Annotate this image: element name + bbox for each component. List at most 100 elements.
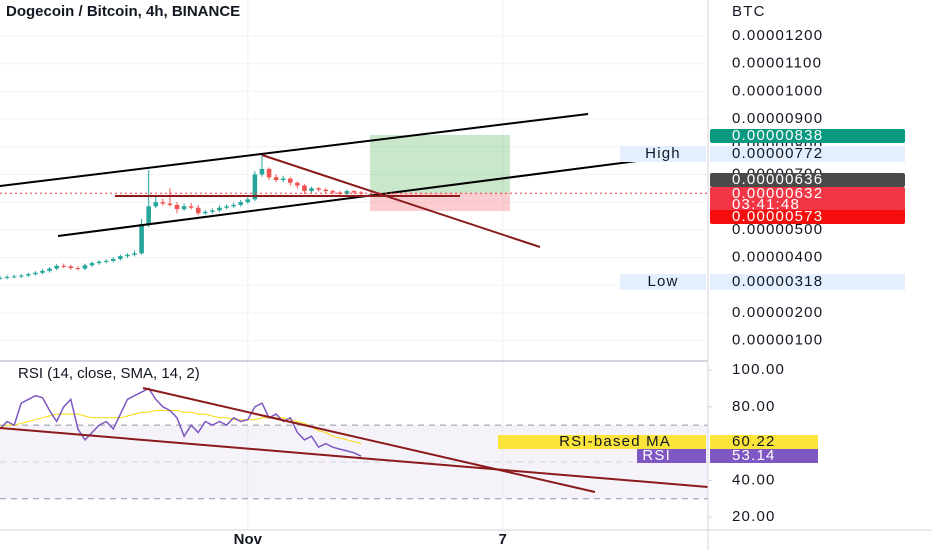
candle-body (54, 265, 59, 269)
y-tick-label: 0.00001200 (732, 27, 823, 44)
candle-body (96, 261, 102, 264)
candle-body (302, 185, 307, 192)
y-tick-label: 100.00 (732, 361, 785, 378)
series-name: RSI (642, 447, 671, 464)
candle-body (259, 168, 265, 175)
candle-body (18, 275, 24, 277)
chart-title: Dogecoin / Bitcoin, 4h, BINANCE (6, 3, 240, 20)
marker-text: High (645, 145, 681, 162)
candle-body (61, 265, 67, 267)
candle-body (280, 178, 286, 180)
candle-body (316, 188, 321, 190)
candle-body (174, 204, 180, 210)
y-tick-label: 0.00000500 (732, 221, 823, 238)
candle-body (89, 263, 95, 266)
countdown: 03:41:48 (732, 196, 800, 213)
candle-body (33, 272, 38, 275)
candle-body (238, 202, 244, 205)
x-tick-label: Nov (234, 531, 263, 548)
y-tick-label: 20.00 (732, 508, 776, 525)
y-tick-label: 40.00 (732, 471, 776, 488)
candle-body (47, 268, 52, 271)
y-tick-label: 0.00000400 (732, 249, 823, 266)
rsi-trend-line (0, 427, 709, 488)
series-name: RSI-based MA (559, 433, 671, 450)
candle-body (273, 177, 279, 180)
y-tick-label: 0.00001100 (732, 55, 822, 72)
candle-body (82, 265, 88, 269)
marker-price: 0.00000772 (732, 145, 823, 162)
candle-body (323, 189, 328, 192)
candle-body (344, 191, 350, 194)
candle-body (217, 207, 222, 211)
x-tick-label: 7 (499, 531, 507, 548)
price-tag (710, 187, 905, 217)
candle-body (146, 206, 151, 225)
stop-zone (370, 193, 510, 211)
marker-price-bg (710, 274, 905, 290)
trend-line (261, 154, 541, 248)
candle-body (231, 204, 236, 207)
price-tag (710, 173, 905, 187)
candle-body (0, 277, 3, 279)
candle-body (11, 276, 17, 278)
y-tick-label: 0.00000100 (732, 332, 823, 349)
high-marker-badge (620, 146, 706, 162)
rsi-title: RSI (14, close, SMA, 14, 2) (18, 365, 200, 382)
candle-body (330, 191, 336, 193)
series-name-tag (498, 435, 706, 449)
price-tag-label: 0.00000636 (732, 171, 823, 188)
series-name-tag (637, 449, 706, 463)
candle-body (351, 191, 357, 193)
candle-body (181, 206, 187, 210)
trend-line (0, 113, 589, 187)
candle-body (40, 270, 45, 273)
target-zone (370, 135, 510, 193)
price-tag-label: 0.00000632 (732, 185, 823, 202)
candle-body (167, 203, 173, 205)
candle-body (295, 182, 300, 186)
axis-unit: BTC (732, 3, 766, 20)
price-tag-label: 0.00000838 (732, 127, 823, 144)
candle-body (252, 174, 258, 200)
y-tick-label: 80.00 (732, 398, 776, 415)
candle-body (195, 207, 201, 214)
low-marker-badge (620, 274, 706, 290)
layer: Nov 7 0.00001200 0.00001100 0.00001000 0.0000… (0, 27, 905, 548)
series-value-tag (710, 435, 818, 449)
rsi-line (0, 387, 362, 457)
price-tag-label: 0.00000573 (732, 208, 823, 225)
series-value: 53.14 (732, 447, 776, 464)
candle-body (125, 254, 130, 257)
candle-body (224, 206, 229, 208)
candle-body (153, 202, 159, 207)
marker-text: Low (647, 273, 678, 290)
candle-body (309, 188, 314, 192)
candle-body (245, 199, 251, 203)
candle-body (75, 268, 81, 270)
marker-price-bg (710, 146, 905, 162)
candle-body (118, 256, 123, 259)
candle-body (68, 266, 74, 269)
y-tick-label: 0.00001000 (732, 82, 823, 99)
y-tick-label: 0.00000200 (732, 304, 823, 321)
candle-body (110, 258, 116, 261)
candle-body (337, 192, 343, 194)
grid (0, 0, 708, 530)
series-value: 60.22 (732, 433, 776, 450)
candle-body (210, 210, 215, 212)
y-tick-label: 0.00000900 (732, 110, 823, 127)
candle-body (188, 206, 194, 208)
candle-body (160, 202, 166, 204)
marker-price: 0.00000318 (732, 273, 823, 290)
candle-body (203, 211, 208, 214)
candle-body (132, 253, 137, 255)
rsi-trend-line (142, 387, 596, 493)
candle-body (287, 178, 293, 183)
candle-body (4, 276, 10, 278)
candle-body (26, 274, 31, 276)
candle-body (103, 260, 109, 262)
price-tag (710, 210, 905, 224)
candle-body (266, 168, 272, 178)
